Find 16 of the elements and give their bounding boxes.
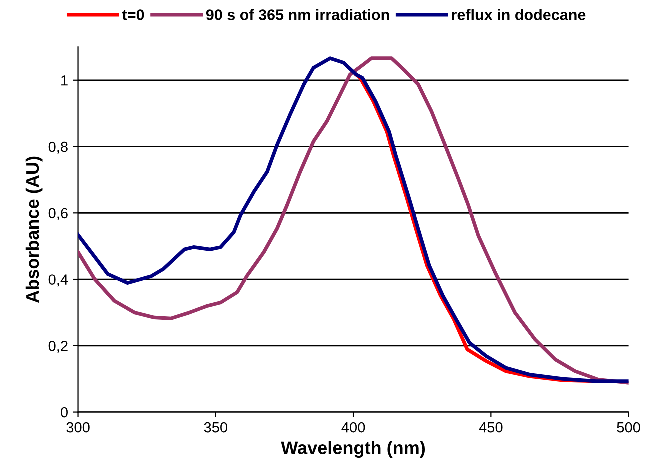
legend-label: 90 s of 365 nm irradiation (206, 9, 390, 20)
legend-label: reflux in dodecane (452, 9, 586, 20)
x-tick-label: 300 (66, 422, 90, 433)
legend-label: t=0 (122, 10, 144, 20)
y-tick-label: 0,8 (48, 142, 68, 154)
x-axis-title: Wavelength (nm) (281, 441, 426, 458)
x-tick-label: 350 (204, 422, 228, 433)
y-tick-label: 1 (62, 76, 68, 86)
y-tick-label: 0,4 (48, 274, 68, 287)
y-axis-title: Absorbance (AU) (26, 156, 43, 304)
y-tick-label: 0 (61, 407, 68, 418)
y-tick-label: 0,6 (48, 208, 68, 220)
y-tick-label: 0,2 (48, 341, 68, 354)
x-tick-label: 500 (617, 422, 640, 433)
x-tick-label: 450 (479, 422, 503, 433)
x-tick-label: 400 (342, 422, 366, 433)
